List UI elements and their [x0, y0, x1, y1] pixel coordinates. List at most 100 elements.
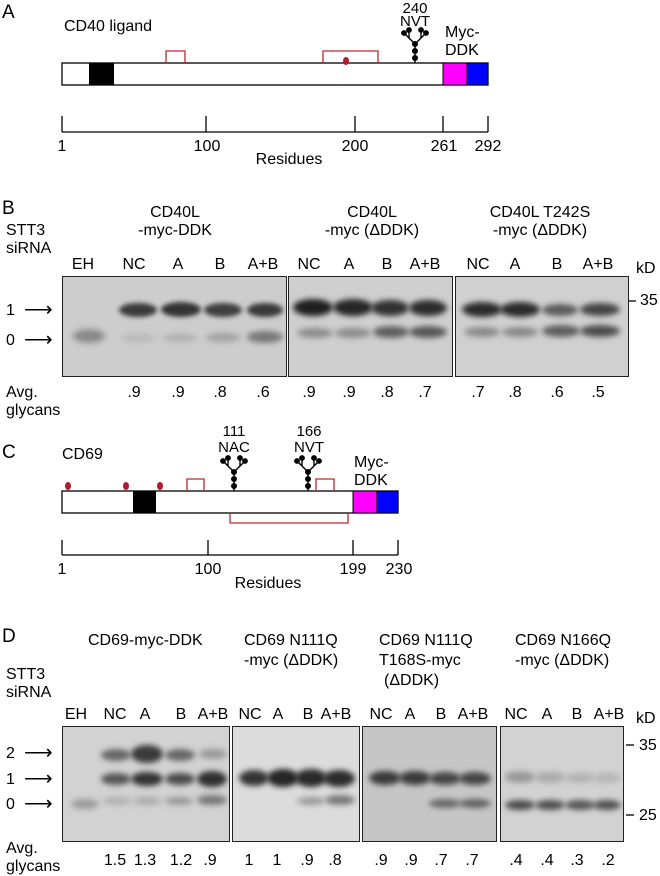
- panel-d-avg-label: Avg.: [6, 840, 38, 857]
- panel-c-letter: C: [2, 442, 16, 463]
- cd40l-transmembrane-domain: [89, 63, 114, 85]
- cd69-disulfide-1: [186, 478, 205, 491]
- panel-b-blot1-glycan-ab: .6: [256, 384, 270, 401]
- panel-d-letter: D: [2, 626, 16, 647]
- panel-d-blot4-lane-b: B: [571, 706, 583, 723]
- panel-b-blot3-glycan-a: .8: [508, 384, 522, 401]
- panel-b-marker-35: 35: [640, 292, 658, 309]
- panel-b-kd-label: kD: [636, 260, 656, 277]
- cd69-tick-1: 1: [57, 561, 67, 578]
- panel-d-stt3-label: STT3: [6, 666, 46, 683]
- panel-d-blot1-glycan-nc: 1.5: [103, 852, 127, 869]
- panel-b-blot2-title-1: CD40L: [347, 204, 397, 221]
- panel-d-blot1-glycan-a: 1.3: [133, 852, 157, 869]
- panel-d-blot1-lane-a: A: [139, 706, 151, 723]
- panel-d-arrow-2-label: 2: [6, 745, 15, 762]
- cd69-site1-sequon: NAC: [218, 439, 250, 456]
- panel-d-blot1-lane-eh: EH: [64, 706, 88, 723]
- panel-d-blot4-lane-ab: A+B: [593, 706, 625, 723]
- panel-b-blot2-glycan-a: .9: [342, 384, 356, 401]
- panel-d-blot2-lane-b: B: [302, 706, 314, 723]
- panel-b-blot1-title-1: CD40L: [150, 204, 200, 221]
- cd69-glycan-icon-site-111: [220, 455, 248, 491]
- panel-b-blot2-glycan-nc: .9: [302, 384, 316, 401]
- cd69-transmembrane-domain: [133, 491, 156, 513]
- cd69-axis-label: Residues: [234, 575, 302, 592]
- cd69-site1-position: 111: [222, 423, 246, 440]
- panel-d-blot4-title-1: CD69 N166Q: [515, 632, 612, 649]
- panel-d-blot3-title-3: (ΔDDK): [384, 672, 440, 689]
- panel-b-blot3-glycan-ab: .5: [591, 384, 605, 401]
- panel-d-blot4-glycan-a: .4: [540, 852, 554, 869]
- panel-b-blot2-lane-b: B: [381, 256, 393, 273]
- cd69-disulfide-3: [229, 513, 349, 524]
- panel-d-blot3: [362, 726, 497, 842]
- cd69-protein-bar: [61, 490, 399, 514]
- panel-c-protein-name: CD69: [62, 446, 103, 463]
- panel-d-blot1-title-1: CD69-myc-DDK: [88, 632, 203, 649]
- panel-b-blot1-lane-nc: NC: [122, 256, 146, 273]
- panel-d-blot1: [62, 726, 230, 842]
- panel-b-blot1-title-2: -myc-DDK: [138, 222, 212, 239]
- panel-d-blot4-lane-a: A: [541, 706, 553, 723]
- cd40l-protein-bar: [61, 62, 489, 86]
- panel-b-blot1-glycan-nc: .9: [127, 384, 141, 401]
- cd40l-glycan-icon: [401, 27, 429, 63]
- panel-b-blot2-glycan-ab: .7: [418, 384, 432, 401]
- panel-a-glyco-position: 240: [402, 0, 428, 17]
- panel-b-blot3-glycan-b: .6: [550, 384, 564, 401]
- panel-d-arrow-2-icon: ⟶: [24, 742, 53, 764]
- cd40l-disulfide-2: [322, 50, 379, 63]
- panel-b-arrow-1-icon: ⟶: [24, 299, 53, 321]
- panel-a-tag-label-2: DDK: [445, 42, 479, 59]
- panel-b-sirna-label: siRNA: [6, 240, 52, 257]
- panel-b-arrow-1-label: 1: [6, 302, 15, 319]
- panel-d-blot4-lane-nc: NC: [504, 706, 528, 723]
- panel-d-marker-25: 25: [639, 807, 657, 824]
- panel-b-blot3-glycan-nc: .7: [471, 384, 485, 401]
- panel-d-blot1-glycan-b: 1.2: [169, 852, 193, 869]
- panel-b-blot3-lane-b: B: [551, 256, 563, 273]
- panel-b-blot1-lane-ab: A+B: [247, 256, 279, 273]
- panel-a-letter: A: [2, 2, 15, 23]
- cd40l-ddk-tag: [466, 62, 489, 86]
- panel-d-blot2-glycan-nc: 1: [244, 852, 254, 869]
- panel-b-blot1: [62, 276, 287, 377]
- panel-b-stt3-label: STT3: [6, 222, 46, 239]
- panel-d-marker-35: 35: [639, 737, 657, 754]
- panel-d-sirna-label: siRNA: [6, 684, 52, 701]
- panel-c-tag-label-2: DDK: [354, 472, 388, 489]
- panel-b-blot3-lane-a: A: [509, 256, 521, 273]
- panel-d-blot3-glycan-a: .9: [404, 852, 418, 869]
- panel-d-blot3-lane-ab: A+B: [457, 706, 489, 723]
- panel-a-protein-name: CD40 ligand: [64, 18, 153, 35]
- panel-b-blot2-lane-nc: NC: [297, 256, 321, 273]
- panel-d-blot1-lane-ab: A+B: [197, 706, 229, 723]
- panel-b-blot1-glycan-b: .8: [213, 384, 227, 401]
- panel-d-blot2-lane-ab: A+B: [320, 706, 352, 723]
- panel-b-blot1-lane-b: B: [214, 256, 226, 273]
- cd69-ddk-tag: [376, 490, 399, 514]
- panel-a-tag-label-1: Myc-: [445, 24, 480, 41]
- cd69-cysteine-dot-2: [123, 482, 129, 490]
- panel-b-arrow-0-label: 0: [6, 332, 15, 349]
- cd40l-axis-label: Residues: [255, 151, 323, 168]
- cd40l-myc-tag: [442, 62, 468, 86]
- panel-d-blot3-glycan-b: .7: [434, 852, 448, 869]
- cd69-cysteine-dot-1: [65, 482, 71, 490]
- panel-d-blot3-lane-a: A: [404, 706, 416, 723]
- cd69-tick-230: 230: [385, 561, 413, 578]
- panel-b-arrow-0-icon: ⟶: [24, 329, 53, 351]
- panel-b-blot1-lane-a: A: [172, 256, 184, 273]
- cd40l-free-cysteine-dot: [343, 57, 349, 65]
- panel-d-blot2-glycan-a: 1: [272, 852, 282, 869]
- panel-d-blot2-glycan-b: .9: [300, 852, 314, 869]
- cd69-tick-199: 199: [339, 561, 367, 578]
- cd69-glycan-icon-site-166: [294, 455, 322, 491]
- panel-d-glycans-label: glycans: [6, 858, 61, 875]
- panel-d-blot1-glycan-ab: .9: [203, 852, 217, 869]
- panel-b-letter: B: [2, 198, 15, 219]
- panel-d-arrow-0-icon: ⟶: [24, 793, 53, 815]
- panel-b-blot2-title-2: -myc (ΔDDK): [324, 222, 420, 239]
